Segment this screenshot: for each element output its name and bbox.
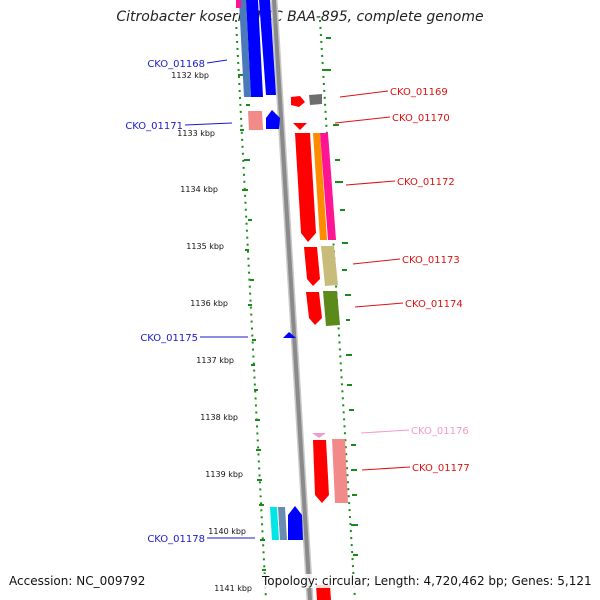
gene-block-cko-01174-a: [306, 292, 322, 325]
gc-track-left: [235, 19, 267, 600]
gene-leader-line: [184, 122, 233, 126]
gene-label-cko-01171[interactable]: CKO_01171: [125, 121, 183, 132]
gene-leader-line: [206, 59, 228, 64]
gene-block-cko-01169-b: [309, 94, 322, 105]
gene-block-cko-01168-a: [239, 0, 251, 97]
gene-block-cko-01170: [293, 123, 307, 130]
gc-track: [235, 19, 358, 600]
gene-block-cko-01174-b: [323, 291, 340, 326]
gene-leader-line: [361, 466, 411, 471]
backbone: [272, 0, 312, 600]
gene-label-cko-01170[interactable]: CKO_01170: [392, 113, 450, 124]
gene-block-cko-01177-b: [332, 439, 348, 503]
gene-block-cko-01169-a: [291, 96, 305, 107]
gene-block-cko-01171-a: [248, 111, 263, 130]
gene-block-cko-01171-b: [266, 110, 280, 129]
accession-text: Accession: NC_009792: [9, 574, 146, 588]
gene-label-cko-01178[interactable]: CKO_01178: [147, 534, 205, 545]
gene-label-cko-01172[interactable]: CKO_01172: [397, 177, 455, 188]
tick-label: 1133 kbp: [177, 129, 215, 138]
gene-block-top-pink: [236, 0, 241, 8]
genome-summary-text: Topology: circular; Length: 4,720,462 bp…: [262, 574, 592, 588]
tick-label: 1140 kbp: [208, 527, 246, 536]
tick-label: 1141 kbp: [214, 584, 252, 593]
gene-block-cko-01178-b: [278, 507, 287, 540]
gene-label-cko-01169[interactable]: CKO_01169: [390, 87, 448, 98]
gene-block-cko-01172-a: [295, 133, 316, 242]
gene-label-cko-01168[interactable]: CKO_01168: [147, 59, 205, 70]
gene-block-cko-01178-a: [270, 507, 279, 540]
gene-block-cko-01172-b: [313, 133, 327, 240]
gene-leader-line: [352, 258, 401, 265]
gene-block-cko-01168-c: [259, 0, 276, 95]
gene-block-cko-01177-a: [313, 440, 329, 503]
gene-block-cko-01173-b: [321, 246, 338, 286]
reverse-genes: [236, 0, 303, 540]
map-title: Citrobacter koseri ATCC BAA-895, complet…: [116, 9, 484, 25]
gene-label-cko-01175[interactable]: CKO_01175: [140, 333, 198, 344]
tick-label: 1132 kbp: [171, 71, 209, 80]
gene-leader-line: [334, 116, 391, 124]
tick-label: 1138 kbp: [200, 413, 238, 422]
gene-block-bottom: [316, 585, 331, 600]
gc-track-right: [319, 19, 356, 600]
gene-label-cko-01174[interactable]: CKO_01174: [405, 299, 463, 310]
forward-genes: [291, 94, 348, 600]
gene-block-cko-01173-a: [304, 247, 320, 286]
gene-leader-line: [360, 429, 410, 434]
tick-label: 1139 kbp: [205, 470, 243, 479]
gene-label-cko-01176[interactable]: CKO_01176: [411, 426, 469, 437]
tick-labels: 1132 kbp 1133 kbp 1134 kbp 1135 kbp 1136 kbp…: [171, 71, 252, 593]
tick-label: 1135 kbp: [186, 242, 224, 251]
gene-leader-line: [354, 302, 404, 308]
gene-label-cko-01173[interactable]: CKO_01173: [402, 255, 460, 266]
gene-leader-line: [339, 90, 389, 98]
gene-label-cko-01177[interactable]: CKO_01177: [412, 463, 470, 474]
gene-block-cko-01168-b: [246, 0, 263, 97]
gene-block-cko-01175: [283, 332, 296, 338]
gene-labels: CKO_01168 CKO_01169 CKO_01170 CKO_01171 CKO_…: [125, 59, 469, 545]
gene-block-cko-01176: [312, 433, 326, 438]
tick-label: 1136 kbp: [190, 299, 228, 308]
gene-block-cko-01172-c: [320, 133, 336, 240]
gene-leader-line: [345, 180, 396, 186]
tick-label: 1137 kbp: [196, 356, 234, 365]
gene-block-cko-01178-c: [288, 506, 303, 540]
tick-label: 1134 kbp: [180, 185, 218, 194]
